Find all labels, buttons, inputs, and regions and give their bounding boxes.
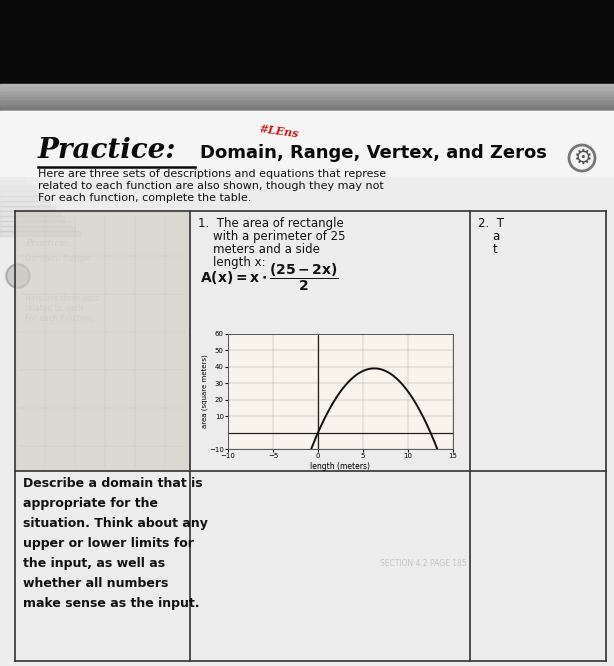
Bar <box>0 111 614 666</box>
Text: whether all numbers: whether all numbers <box>23 577 168 590</box>
Y-axis label: area (square meters): area (square meters) <box>201 354 208 428</box>
Bar <box>0 191 40 196</box>
Text: related to each function are also shown, though they may not: related to each function are also shown,… <box>38 181 384 191</box>
Bar <box>0 83 614 86</box>
Circle shape <box>6 264 30 288</box>
Text: Describe a domain that is: Describe a domain that is <box>23 477 203 490</box>
Bar <box>0 206 55 211</box>
Bar <box>0 91 614 93</box>
Bar <box>0 119 614 121</box>
Text: make sense as the input.: make sense as the input. <box>23 597 200 610</box>
Text: Here are three sets: Here are three sets <box>25 294 99 303</box>
Bar <box>0 109 614 111</box>
Bar <box>0 86 614 89</box>
Bar <box>0 176 25 181</box>
Text: length x:: length x: <box>198 256 266 269</box>
Polygon shape <box>414 0 614 180</box>
Bar <box>0 111 614 113</box>
Text: situation. Think about any: situation. Think about any <box>23 517 208 530</box>
Bar <box>0 89 614 91</box>
Text: 1.  The area of rectangle: 1. The area of rectangle <box>198 217 344 230</box>
Text: a: a <box>478 230 500 243</box>
Text: For each function, complete the table.: For each function, complete the table. <box>38 193 251 203</box>
Text: meters and a side: meters and a side <box>198 243 320 256</box>
Bar <box>0 113 614 116</box>
Bar <box>0 103 614 106</box>
Bar <box>0 186 35 191</box>
Bar <box>0 96 614 99</box>
Bar <box>0 0 614 86</box>
Bar <box>0 226 75 231</box>
Text: related to each: related to each <box>25 304 84 313</box>
Text: Practice:: Practice: <box>38 137 176 164</box>
Bar <box>0 111 614 176</box>
Bar <box>0 101 614 103</box>
Text: Here are three sets of descriptions and equations that represe: Here are three sets of descriptions and … <box>38 169 386 179</box>
Bar <box>0 106 614 109</box>
Bar <box>0 181 30 186</box>
Bar <box>0 196 45 201</box>
Circle shape <box>8 266 28 286</box>
Bar <box>0 93 614 96</box>
Bar <box>0 201 50 206</box>
Text: ⚙: ⚙ <box>573 148 591 168</box>
Text: 2.  T: 2. T <box>478 217 504 230</box>
Text: Practice:: Practice: <box>25 239 69 248</box>
Bar <box>0 221 70 226</box>
Text: #LEns: #LEns <box>258 123 299 140</box>
Bar <box>0 216 65 221</box>
X-axis label: length (meters): length (meters) <box>311 462 370 471</box>
Text: with a perimeter of 25: with a perimeter of 25 <box>198 230 346 243</box>
Bar <box>0 99 614 101</box>
Text: appropriate for the: appropriate for the <box>23 497 158 510</box>
Bar <box>0 231 80 236</box>
Text: SECTION 4.2 PAGE 185: SECTION 4.2 PAGE 185 <box>380 559 467 568</box>
Text: Domain, Range,: Domain, Range, <box>25 254 92 263</box>
Bar <box>0 116 614 119</box>
Text: For each function,: For each function, <box>25 314 94 323</box>
Bar <box>16 212 189 470</box>
Text: Domain, Range, Vertex, and Zeros: Domain, Range, Vertex, and Zeros <box>200 144 547 162</box>
Text: upper or lower limits for: upper or lower limits for <box>23 537 194 550</box>
Text: t: t <box>478 243 498 256</box>
Text: $\mathbf{A(x) = x \cdot \dfrac{(25-2x)}{2}}$: $\mathbf{A(x) = x \cdot \dfrac{(25-2x)}{… <box>200 262 339 293</box>
Bar <box>0 211 60 216</box>
Text: the input, as well as: the input, as well as <box>23 557 165 570</box>
